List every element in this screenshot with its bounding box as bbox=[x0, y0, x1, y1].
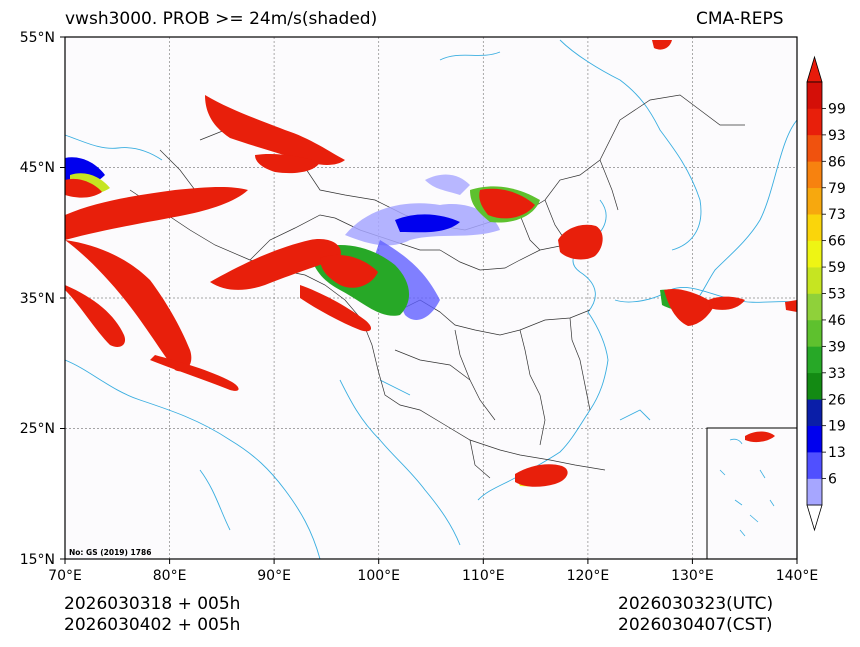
colorbar-segment bbox=[807, 452, 822, 479]
colorbar-label: 19 bbox=[828, 419, 846, 435]
forecast-init-times: 2026030318 + 005h 2026030402 + 005h bbox=[64, 594, 240, 636]
model-name: CMA-REPS bbox=[696, 9, 784, 29]
colorbar-label: 79 bbox=[828, 181, 846, 197]
colorbar-segment bbox=[807, 319, 822, 347]
colorbar-segment bbox=[807, 240, 822, 268]
lon-ticks bbox=[64, 559, 798, 564]
colorbar-segment bbox=[807, 399, 822, 426]
colorbar-segment bbox=[807, 134, 822, 162]
lon-label-70: 70°E bbox=[48, 568, 82, 584]
colorbar-segment bbox=[807, 187, 822, 215]
colorbar-segment bbox=[807, 346, 822, 374]
lon-label-130: 130°E bbox=[671, 568, 714, 584]
colorbar-label: 46 bbox=[828, 313, 846, 329]
colorbar-label: 59 bbox=[828, 260, 846, 276]
lat-label-45: 45°N bbox=[20, 160, 55, 176]
valid-time-cst: 2026030407(CST) bbox=[618, 615, 773, 635]
colorbar-segment bbox=[807, 267, 822, 294]
colorbar-segment bbox=[807, 108, 822, 136]
colorbar-segment bbox=[807, 293, 822, 321]
colorbar-label: 66 bbox=[828, 234, 846, 250]
colorbar-label: 33 bbox=[828, 366, 846, 382]
lon-label-100: 100°E bbox=[357, 568, 400, 584]
probability-shading-high bbox=[65, 40, 797, 487]
colorbar-over-arrow bbox=[806, 55, 823, 83]
lat-label-15: 15°N bbox=[20, 552, 55, 568]
colorbar-label: 6 bbox=[828, 472, 837, 488]
lon-label-90: 90°E bbox=[257, 568, 291, 584]
lat-label-35: 35°N bbox=[20, 291, 55, 307]
colorbar-label: 86 bbox=[828, 154, 846, 170]
colorbar-label: 39 bbox=[828, 339, 846, 355]
colorbar-label: 99 bbox=[828, 101, 846, 117]
colorbar-label: 73 bbox=[828, 207, 846, 223]
valid-time-utc: 2026030323(UTC) bbox=[618, 594, 774, 614]
colorbar-segment bbox=[807, 425, 822, 453]
map-title: vwsh3000. PROB >= 24m/s(shaded) bbox=[65, 9, 378, 29]
lat-label-55: 55°N bbox=[20, 30, 55, 46]
source-note: No: GS (2019) 1786 bbox=[69, 548, 151, 557]
colorbar-label: 26 bbox=[828, 392, 846, 408]
colorbar-labels: 6 13 19 26 33 39 46 53 59 66 73 79 86 93 99 bbox=[822, 101, 846, 488]
lat-ticks bbox=[60, 36, 65, 560]
lon-label-80: 80°E bbox=[153, 568, 187, 584]
colorbar-segment bbox=[807, 478, 822, 506]
colorbar-label: 53 bbox=[828, 287, 846, 303]
init-time-utc: 2026030318 + 005h bbox=[64, 594, 241, 614]
lon-label-110: 110°E bbox=[462, 568, 505, 584]
lon-label-120: 120°E bbox=[567, 568, 610, 584]
colorbar-under-arrow bbox=[806, 504, 823, 532]
colorbar-label: 93 bbox=[828, 128, 846, 144]
lat-label-25: 25°N bbox=[20, 421, 55, 437]
init-time-cst: 2026030402 + 005h bbox=[64, 615, 241, 635]
colorbar-label: 13 bbox=[828, 445, 846, 461]
inset-south-china-sea bbox=[706, 427, 797, 559]
lon-label-140: 140°E bbox=[776, 568, 819, 584]
colorbar bbox=[806, 55, 823, 532]
valid-times: 2026030323(UTC) 2026030407(CST) bbox=[618, 594, 773, 636]
colorbar-segment bbox=[807, 372, 822, 400]
colorbar-segment bbox=[807, 82, 822, 109]
colorbar-segment bbox=[807, 161, 822, 189]
colorbar-segment bbox=[807, 214, 822, 241]
